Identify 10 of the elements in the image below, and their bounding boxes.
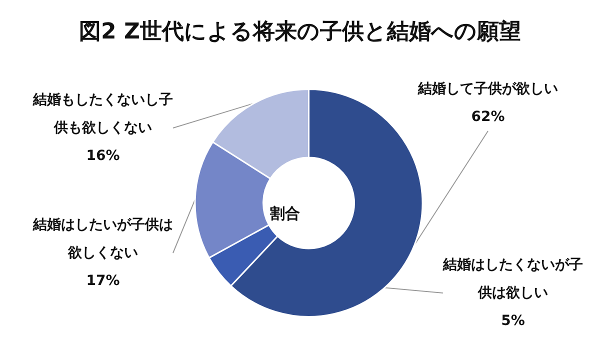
slice-label: 結婚はしたくないが子供は欲しい — [442, 257, 583, 301]
slice-label: 結婚して子供が欲しい — [417, 81, 558, 97]
data-label: 16% — [86, 148, 120, 164]
data-label: 17% — [86, 273, 120, 289]
chart-title: 図2 Z世代による将来の子供と結婚への願望 — [79, 18, 521, 44]
slice-label: 結婚もしたくないし子供も欲しくない — [32, 92, 173, 136]
text: 割合 — [269, 204, 300, 222]
data-label: 5% — [501, 313, 525, 329]
data-label: 62% — [471, 109, 505, 125]
slice-label: 結婚はしたいが子供は欲しくない — [32, 217, 173, 261]
